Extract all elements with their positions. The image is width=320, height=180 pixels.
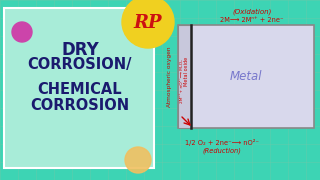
Text: DRY: DRY (61, 41, 99, 59)
Text: (Reduction): (Reduction) (203, 148, 241, 154)
Text: CORROSION: CORROSION (30, 98, 130, 112)
Text: RP: RP (134, 14, 162, 32)
Text: 2Mⁿ⁺+ nO²⁻⟶ M₂Oₙ: 2Mⁿ⁺+ nO²⁻⟶ M₂Oₙ (180, 60, 184, 104)
Bar (178, 25, 191, 128)
Text: 2M⟶ 2Mⁿ⁺ + 2ne⁻: 2M⟶ 2Mⁿ⁺ + 2ne⁻ (220, 17, 284, 23)
Text: Atmospheric oxygen: Atmospheric oxygen (167, 46, 172, 107)
Circle shape (122, 0, 174, 48)
Text: Metal oxide: Metal oxide (185, 57, 189, 86)
Bar (178, 25, 314, 128)
Bar (160, 0, 320, 180)
Bar (4, 8, 154, 168)
Text: Metal: Metal (230, 70, 262, 83)
Text: CHEMICAL: CHEMICAL (38, 82, 122, 98)
Circle shape (125, 147, 151, 173)
Text: (Oxidation): (Oxidation) (232, 9, 272, 15)
Text: 1/2 O₂ + 2ne⁻⟶ nO²⁻: 1/2 O₂ + 2ne⁻⟶ nO²⁻ (185, 138, 259, 145)
Text: CORROSION/: CORROSION/ (28, 57, 132, 73)
Circle shape (12, 22, 32, 42)
